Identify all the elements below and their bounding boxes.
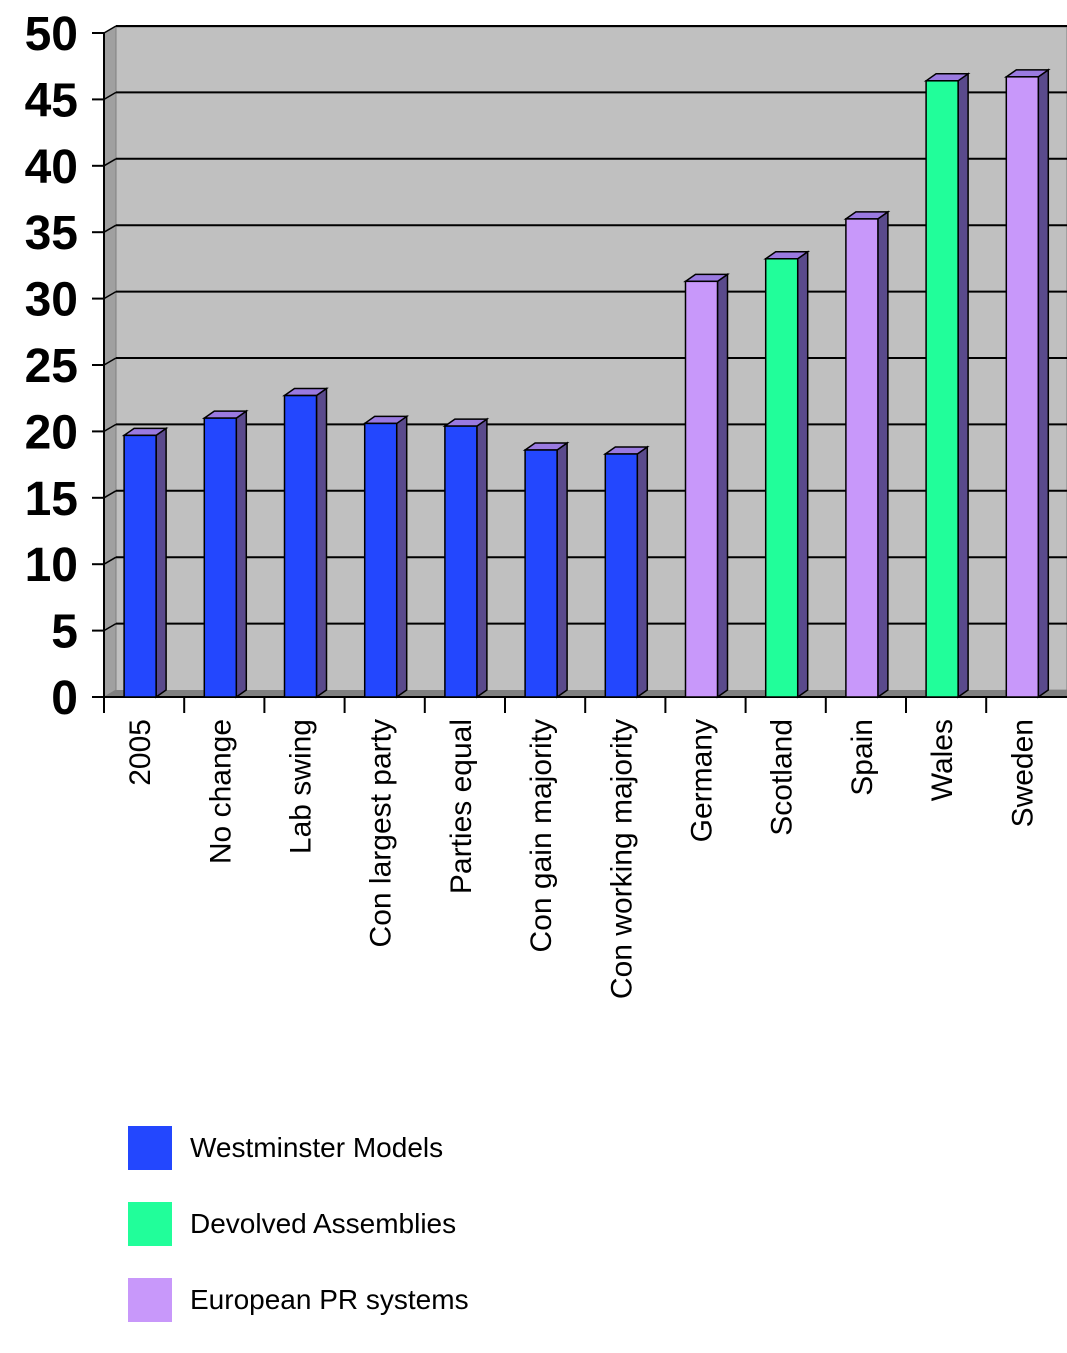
- bar-side: [877, 210, 889, 699]
- plot-back-wall: [102, 26, 1067, 698]
- bar-side: [235, 409, 248, 699]
- bar-germany: [684, 280, 719, 698]
- bar-side: [636, 445, 649, 699]
- gridline-side: [103, 622, 117, 632]
- y-tick-label: 25: [25, 340, 78, 393]
- legend-label-westminster: Westminster Models: [190, 1132, 444, 1163]
- x-tick-label: Con working majority: [605, 719, 638, 999]
- y-tick-label: 35: [25, 207, 78, 260]
- bar-side: [957, 72, 969, 699]
- legend-label-european: European PR systems: [190, 1284, 469, 1315]
- legend-item-devolved: Devolved Assemblies: [128, 1201, 469, 1247]
- x-tick-label: Parties equal: [445, 719, 478, 894]
- x-tick-label: Scotland: [766, 719, 799, 836]
- gridline-side: [103, 556, 117, 565]
- x-tick-label: Wales: [926, 719, 959, 801]
- bar-side: [315, 387, 328, 699]
- x-tick-label: 2005: [124, 719, 157, 786]
- y-tick-label: 30: [25, 274, 78, 327]
- bar-side: [556, 441, 568, 699]
- bar-side: [716, 272, 729, 699]
- legend-item-european: European PR systems: [128, 1277, 469, 1323]
- bar-side: [395, 414, 408, 699]
- y-tick-label: 5: [51, 606, 78, 659]
- plot-floor: [104, 690, 1067, 697]
- gridline-side: [103, 357, 117, 366]
- bar-side: [155, 426, 167, 699]
- bar-lab-swing: [283, 394, 318, 698]
- gridline-side: [103, 423, 117, 433]
- bar-scotland: [764, 258, 799, 698]
- gridline-side: [103, 91, 117, 101]
- y-tick-label: 50: [25, 8, 78, 61]
- legend-swatch-westminster: [128, 1126, 172, 1170]
- legend-swatch-european: [128, 1278, 172, 1322]
- y-tick-label: 20: [25, 406, 78, 459]
- bar-sweden: [1005, 76, 1040, 698]
- y-tick-label: 45: [25, 74, 78, 127]
- bar-con-gain-majority: [524, 449, 558, 698]
- x-tick-label: Spain: [846, 719, 879, 796]
- gridline-side: [103, 290, 117, 300]
- bar-chart: 0 5 10 15 20 25 30 35 40 45 50 2005 No change Lab swi…: [25, 8, 1067, 999]
- y-tick-label: 0: [51, 672, 78, 725]
- x-tick-label: Sweden: [1006, 719, 1039, 827]
- bar-wales: [925, 80, 959, 698]
- bar-con-working-majority: [604, 453, 639, 698]
- x-tick-label: Con largest party: [365, 719, 398, 947]
- gridline-side: [103, 158, 117, 167]
- bar-spain: [845, 218, 879, 698]
- bar-side: [1037, 68, 1050, 699]
- x-tick-label: Con gain majority: [525, 719, 558, 952]
- gridline-side: [103, 490, 117, 499]
- legend-swatch-devolved: [128, 1202, 172, 1246]
- gridline-side: [103, 25, 117, 34]
- x-tick-label: No change: [204, 719, 237, 864]
- gridline-side: [103, 224, 117, 233]
- legend-item-westminster: Westminster Models: [128, 1125, 469, 1171]
- y-tick-label: 15: [25, 473, 78, 526]
- bar-side: [476, 417, 488, 699]
- y-tick-label: 10: [25, 539, 78, 592]
- x-tick-label: Germany: [686, 719, 719, 842]
- bar-con-largest-party: [363, 422, 398, 698]
- bar-2005: [123, 434, 157, 698]
- y-tick-label: 40: [25, 141, 78, 194]
- legend-label-devolved: Devolved Assemblies: [190, 1208, 457, 1239]
- x-tick-label: Lab swing: [285, 719, 318, 854]
- bar-parties-equal: [444, 425, 478, 698]
- legend: Westminster Models Devolved Assemblies E…: [128, 1125, 469, 1353]
- bar-side: [796, 250, 809, 699]
- bar-no-change: [203, 417, 238, 698]
